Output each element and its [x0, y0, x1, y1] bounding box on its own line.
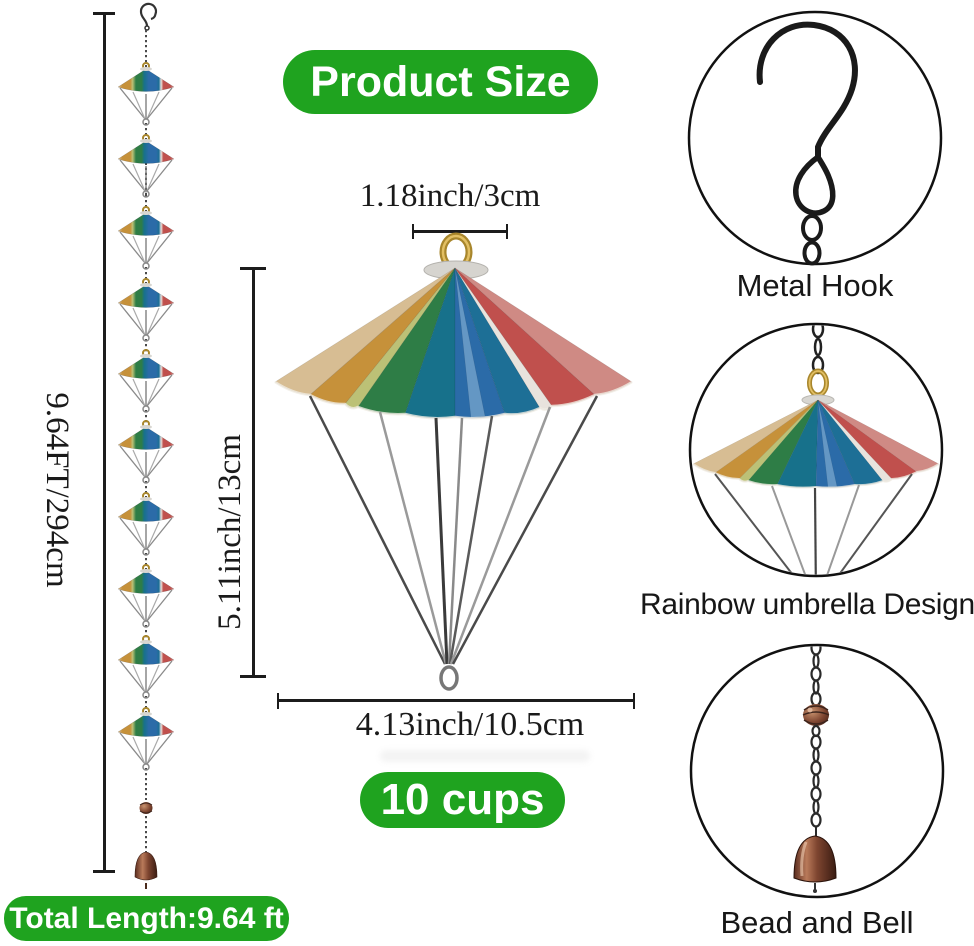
- cups-count-text: 10 cups: [380, 775, 545, 824]
- rain-chain-graphic: [117, 2, 175, 889]
- chain-top-hook-icon: [139, 2, 158, 31]
- umbrella-cup-icon: [117, 564, 175, 628]
- bottom-loop: [439, 665, 459, 691]
- bell-icon: [134, 851, 158, 889]
- bead-bell-callout: [689, 643, 945, 899]
- metal-hook-callout: [687, 10, 943, 266]
- product-size-badge: Product Size: [283, 50, 598, 114]
- watermark-smudge: [380, 750, 590, 762]
- umbrella-cup-icon: [117, 134, 175, 198]
- umbrella-cup-icon: [117, 349, 175, 413]
- umbrella-detail: [692, 325, 940, 575]
- umbrella-cup-icon: [117, 62, 175, 126]
- metal-hook-label: Metal Hook: [736, 268, 894, 303]
- cup-width-label: 4.13inch/10.5cm: [355, 706, 585, 743]
- umbrella-cup-icon: [117, 278, 175, 342]
- cup-height-label: 5.11inch/13cm: [212, 434, 248, 630]
- chain-length-label: 9.64FT/294cm: [39, 392, 75, 588]
- umbrella-cup-icon: [117, 707, 175, 771]
- big-umbrella-cup-graphic: [274, 232, 633, 691]
- bead-detail-icon: [802, 704, 830, 726]
- total-length-badge: Total Length:9.64 ft: [4, 896, 289, 941]
- loop-width-label: 1.18inch/3cm: [359, 178, 541, 214]
- bead-icon: [139, 802, 153, 814]
- bell-detail-icon: [793, 835, 837, 893]
- umbrella-cup-icon: [117, 492, 175, 556]
- rainbow-umbrella-label: Rainbow umbrella Design: [640, 588, 974, 621]
- metal-hook-icon: [756, 21, 858, 266]
- umbrella-cup-icon: [117, 635, 175, 699]
- rainbow-umbrella-callout: [688, 322, 944, 578]
- umbrella-cup-icon: [117, 420, 175, 484]
- wire-spokes: [308, 395, 599, 691]
- cup-rim: [274, 380, 633, 420]
- rainbow-cone: [274, 267, 633, 419]
- total-length-text: Total Length:9.64 ft: [9, 901, 284, 935]
- cups-count-badge: 10 cups: [360, 772, 565, 828]
- umbrella-cup-icon: [117, 206, 175, 270]
- bead-bell-label: Bead and Bell: [720, 905, 914, 940]
- product-size-badge-text: Product Size: [310, 57, 571, 106]
